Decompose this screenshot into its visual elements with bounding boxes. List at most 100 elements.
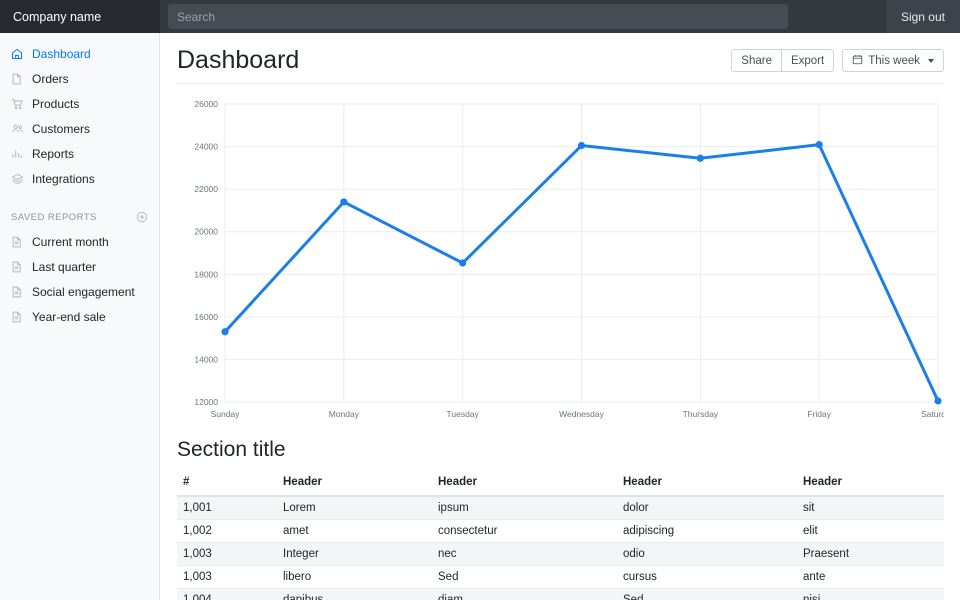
chart-data-point xyxy=(815,141,823,149)
table-row: 1,003 Integer nec odio Praesent xyxy=(177,542,944,566)
table-col-header-2: Header xyxy=(432,471,617,497)
chart-data-point xyxy=(459,259,467,267)
table-cell: ante xyxy=(797,565,944,589)
data-table: # Header Header Header Header 1,001 Lorem… xyxy=(177,471,944,600)
y-axis-tick-label: 26000 xyxy=(194,99,218,109)
export-button[interactable]: Export xyxy=(781,49,835,72)
page-title: Dashboard xyxy=(177,46,300,74)
table-col-header-3: Header xyxy=(617,471,797,497)
y-axis-tick-label: 22000 xyxy=(194,184,218,194)
sidebar-item-label: Integrations xyxy=(32,171,95,186)
table-body: 1,001 Lorem ipsum dolor sit 1,002 amet consecte… xyxy=(177,496,944,600)
page-toolbar: Share Export This week xyxy=(731,49,944,72)
table-cell: Sed xyxy=(617,588,797,600)
table-row: 1,001 Lorem ipsum dolor sit xyxy=(177,496,944,520)
file-icon xyxy=(11,236,26,248)
share-export-group: Share Export xyxy=(731,49,835,72)
table-head: # Header Header Header Header xyxy=(177,471,944,497)
chart-data-point xyxy=(696,154,704,162)
table-row: 1,003 libero Sed cursus ante xyxy=(177,565,944,589)
brand-title: Company name xyxy=(0,0,160,33)
table-cell: 1,004 xyxy=(177,588,277,600)
sidebar-item-label: Products xyxy=(32,96,80,111)
x-axis-tick-label: Saturday xyxy=(921,409,944,419)
table-cell: diam xyxy=(432,588,617,600)
share-button[interactable]: Share xyxy=(731,49,782,72)
layers-icon xyxy=(11,173,26,185)
y-axis-tick-label: 16000 xyxy=(194,312,218,322)
chart-svg: 26000 24000 22000 20000 18000 16000 14000 12000… xyxy=(194,99,944,419)
table-cell: elit xyxy=(797,519,944,543)
bar-chart-icon xyxy=(11,148,26,160)
sidebar-item-reports[interactable]: Reports xyxy=(0,141,159,166)
sign-out-button[interactable]: Sign out xyxy=(885,0,960,33)
sidebar-item-products[interactable]: Products xyxy=(0,91,159,116)
table-cell: 1,001 xyxy=(177,496,277,520)
users-icon xyxy=(11,123,26,135)
table-cell: cursus xyxy=(617,565,797,589)
y-axis-tick-label: 14000 xyxy=(194,354,218,364)
table-cell: 1,002 xyxy=(177,519,277,543)
chart-data-point xyxy=(340,198,348,206)
sidebar-saved-report-year-end-sale[interactable]: Year-end sale xyxy=(0,304,159,329)
search-input[interactable] xyxy=(168,4,788,29)
sidebar-item-integrations[interactable]: Integrations xyxy=(0,166,159,191)
file-icon xyxy=(11,311,26,323)
table-cell: Sed xyxy=(432,565,617,589)
table-cell: 1,003 xyxy=(177,565,277,589)
x-axis-tick-label: Friday xyxy=(807,409,831,419)
file-icon xyxy=(11,261,26,273)
chart-data-point xyxy=(934,397,942,405)
file-icon xyxy=(11,73,26,85)
table-header-row: # Header Header Header Header xyxy=(177,471,944,497)
y-axis-tick-label: 20000 xyxy=(194,227,218,237)
y-axis-tick-label: 24000 xyxy=(194,142,218,152)
x-axis-tick-label: Thursday xyxy=(683,409,719,419)
cart-icon xyxy=(11,98,26,110)
file-icon xyxy=(11,286,26,298)
table-col-header-1: Header xyxy=(277,471,432,497)
table-cell: amet xyxy=(277,519,432,543)
saved-report-label: Current month xyxy=(32,234,109,249)
table-col-header-0: # xyxy=(177,471,277,497)
table-cell: Praesent xyxy=(797,542,944,566)
saved-report-label: Year-end sale xyxy=(32,309,106,324)
table-cell: ipsum xyxy=(432,496,617,520)
x-axis-tick-label: Tuesday xyxy=(447,409,480,419)
y-axis-tick-label: 12000 xyxy=(194,397,218,407)
chart-data-point xyxy=(221,328,229,336)
sidebar-item-dashboard[interactable]: Dashboard xyxy=(0,41,159,66)
sidebar-item-label: Orders xyxy=(32,71,69,86)
table-cell: Lorem xyxy=(277,496,432,520)
table-cell: adipiscing xyxy=(617,519,797,543)
sidebar-item-orders[interactable]: Orders xyxy=(0,66,159,91)
x-axis-tick-label: Wednesday xyxy=(559,409,604,419)
x-axis-tick-label: Sunday xyxy=(211,409,241,419)
table-cell: Integer xyxy=(277,542,432,566)
saved-report-label: Last quarter xyxy=(32,259,97,274)
chevron-down-icon xyxy=(928,58,934,63)
sidebar-item-label: Reports xyxy=(32,146,75,161)
page-header: Dashboard Share Export This week xyxy=(177,33,944,84)
plus-circle-icon[interactable] xyxy=(136,211,148,223)
date-range-label: This week xyxy=(868,54,920,67)
top-navbar: Company name Sign out xyxy=(0,0,960,33)
section-title: Section title xyxy=(177,438,286,461)
table-col-header-4: Header xyxy=(797,471,944,497)
sidebar-saved-report-last-quarter[interactable]: Last quarter xyxy=(0,254,159,279)
sidebar-saved-report-social-engagement[interactable]: Social engagement xyxy=(0,279,159,304)
chart-data-point xyxy=(577,141,586,150)
x-axis-tick-label: Monday xyxy=(329,409,360,419)
table-cell: 1,003 xyxy=(177,542,277,566)
sales-line-chart: 26000 24000 22000 20000 18000 16000 14000 12000… xyxy=(177,90,944,430)
table-cell: dolor xyxy=(617,496,797,520)
date-range-dropdown[interactable]: This week xyxy=(842,49,944,72)
sidebar-saved-report-current-month[interactable]: Current month xyxy=(0,229,159,254)
navbar-middle xyxy=(160,0,886,33)
table-cell: nec xyxy=(432,542,617,566)
sidebar-item-customers[interactable]: Customers xyxy=(0,116,159,141)
calendar-icon xyxy=(852,54,863,68)
sidebar-item-label: Customers xyxy=(32,121,91,136)
table-cell: libero xyxy=(277,565,432,589)
saved-reports-label: SAVED REPORTS xyxy=(11,211,97,223)
